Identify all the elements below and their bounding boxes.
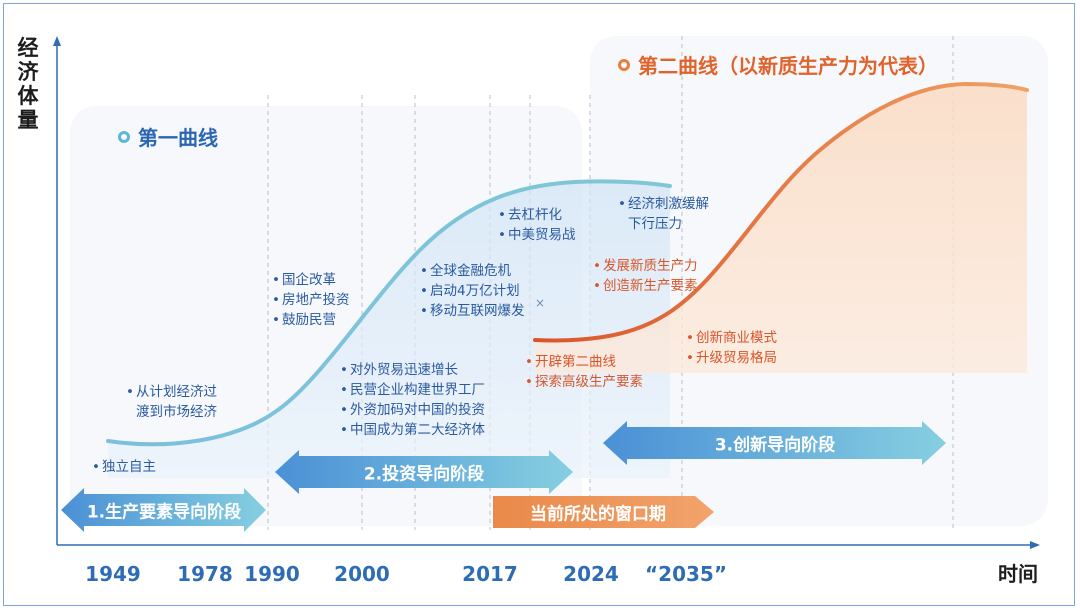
second-curve-area	[535, 84, 1027, 373]
y-axis-arrow	[53, 36, 61, 46]
note-text: 中美贸易战	[508, 227, 576, 243]
note-text: 去杠杆化	[508, 207, 562, 223]
circle-icon	[618, 58, 630, 71]
axes	[53, 36, 1040, 549]
note-text: 经济刺激缓解	[628, 196, 709, 212]
first-curve-line	[106, 179, 672, 447]
second-curve-line	[533, 81, 1029, 343]
second-curve-title: 第二曲线（以新质生产力为代表）	[618, 50, 938, 79]
note-text: 房地产投资	[282, 292, 350, 308]
note-innovation: • 创新商业模式 • 升级贸易格局	[686, 330, 777, 366]
close-icon: ×	[535, 296, 546, 310]
stage3-arrow	[603, 421, 946, 465]
note-text: 全球金融危机	[430, 263, 511, 279]
note-2017: • 去杠杆化 • 中美贸易战	[498, 207, 576, 243]
outer-frame	[3, 3, 1075, 606]
stage2-label: 2.投资导向阶段	[363, 464, 485, 485]
note-text: 下行压力	[628, 216, 682, 232]
note-text: 对外贸易迅速增长	[350, 362, 458, 378]
stage1-label: 1.生产要素导向阶段	[86, 502, 242, 523]
window-label: 当前所处的窗口期	[530, 504, 666, 525]
note-text: 开辟第二曲线	[535, 354, 616, 370]
note-stimulus: • 经济刺激缓解 下行压力	[618, 196, 709, 232]
note-text: 移动互联网爆发	[430, 303, 525, 319]
year-1978: 1978	[177, 562, 233, 586]
note-text: 探索高级生产要素	[535, 374, 643, 390]
x-axis-arrow	[1030, 541, 1040, 549]
note-text: 发展新质生产力	[603, 258, 698, 274]
year-2017: 2017	[462, 562, 518, 586]
note-1978: • 从计划经济过 渡到市场经济	[126, 384, 217, 420]
year-2000: 2000	[334, 562, 390, 586]
x-axis-label: 时间	[998, 562, 1038, 586]
first-curve-area	[108, 181, 670, 478]
note-2000: • 对外贸易迅速增长 • 民营企业构建世界工厂 • 外资加码对中国的投资 • 中国成为第…	[340, 362, 485, 438]
circle-icon	[118, 130, 130, 143]
y-axis-label: 经济体量	[17, 36, 39, 132]
year-1949: 1949	[85, 562, 141, 586]
stage1-arrow	[61, 488, 266, 532]
note-text: 渡到市场经济	[136, 404, 217, 420]
year-1990: 1990	[244, 562, 300, 586]
stage3-label: 3.创新导向阶段	[714, 435, 836, 456]
note-new-productivity: • 发展新质生产力 • 创造新生产要素	[593, 258, 698, 294]
second-curve-title-text: 第二曲线（以新质生产力为代表）	[638, 54, 938, 78]
note-text: 升级贸易格局	[696, 350, 777, 366]
note-1990: • 国企改革 • 房地产投资 • 鼓励民营	[272, 272, 350, 328]
year-2035: “2035”	[645, 562, 727, 586]
note-text: 启动4万亿计划	[430, 283, 520, 299]
window-arrow	[493, 496, 714, 528]
note-second-curve: • 开辟第二曲线 • 探索高级生产要素	[525, 354, 643, 390]
note-text: 创新商业模式	[696, 330, 777, 346]
note-text: 外资加码对中国的投资	[350, 402, 485, 418]
note-2008: • 全球金融危机 • 启动4万亿计划 • 移动互联网爆发	[420, 263, 525, 319]
year-2024: 2024	[563, 562, 619, 586]
note-text: 中国成为第二大经济体	[350, 422, 485, 438]
note-text: 国企改革	[282, 272, 336, 288]
note-1949: • 独立自主	[92, 459, 156, 475]
note-text: 从计划经济过	[136, 384, 217, 400]
note-text: 独立自主	[102, 459, 156, 475]
stage2-arrow	[275, 450, 573, 494]
note-text: 创造新生产要素	[603, 278, 698, 294]
note-text: 鼓励民营	[282, 312, 336, 328]
first-curve-title: 第一曲线	[118, 122, 218, 151]
note-text: 民营企业构建世界工厂	[350, 382, 485, 398]
first-curve-title-text: 第一曲线	[138, 126, 218, 150]
